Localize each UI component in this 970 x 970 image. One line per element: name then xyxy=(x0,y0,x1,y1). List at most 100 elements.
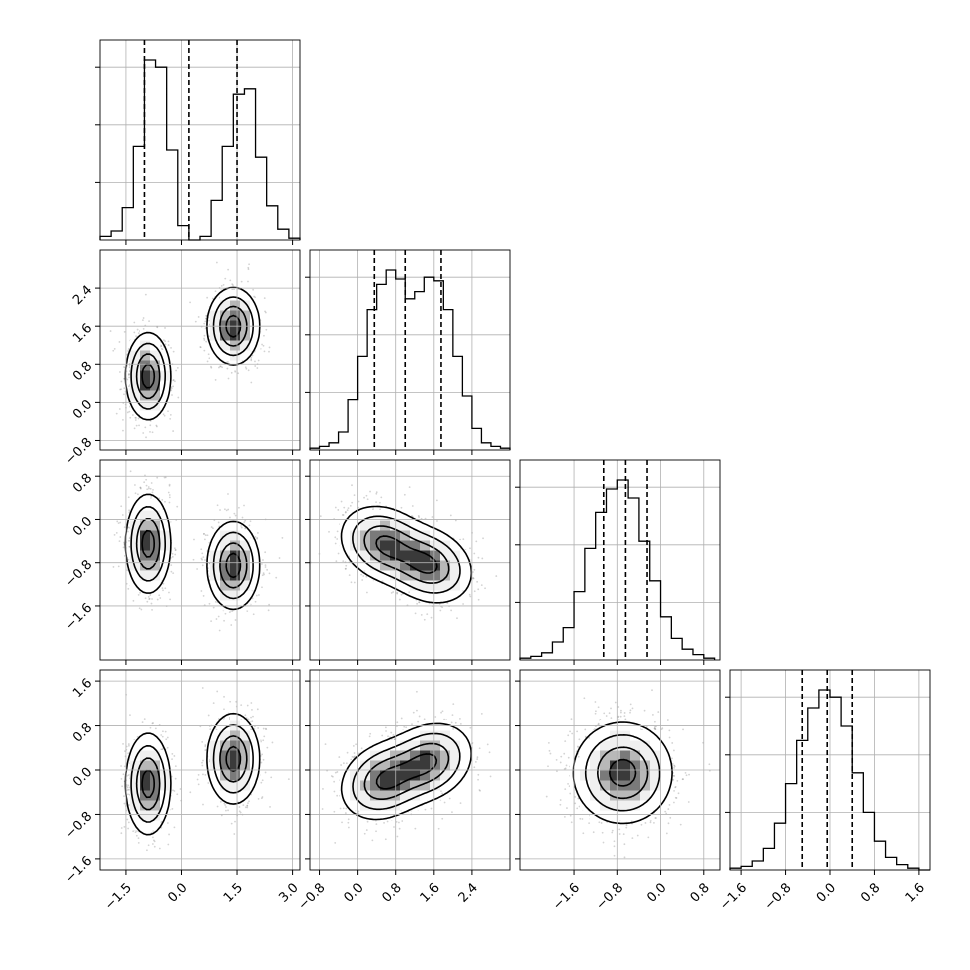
scatter-point xyxy=(215,618,218,620)
scatter-point xyxy=(220,284,223,287)
scatter-point xyxy=(256,367,259,369)
scatter-point xyxy=(215,261,218,264)
scatter-point xyxy=(251,597,254,600)
density-cell xyxy=(220,540,231,551)
scatter-point xyxy=(334,536,337,539)
density-cell xyxy=(150,540,161,551)
density-cell xyxy=(450,590,461,601)
density-cell xyxy=(370,550,381,561)
scatter-point xyxy=(115,412,118,415)
density-cell xyxy=(230,570,241,581)
scatter-point xyxy=(446,602,449,605)
scatter-point xyxy=(196,568,199,570)
scatter-point xyxy=(221,366,224,369)
scatter-point xyxy=(435,499,438,502)
scatter-point xyxy=(262,559,264,561)
scatter-point xyxy=(201,564,204,567)
scatter-point xyxy=(247,266,250,269)
density-cell xyxy=(150,360,161,371)
density-cell xyxy=(400,560,411,571)
scatter-point xyxy=(224,612,227,615)
scatter-point xyxy=(365,494,368,497)
scatter-point xyxy=(222,283,225,286)
density-cell xyxy=(430,540,441,551)
scatter-point xyxy=(150,495,153,498)
scatter-point xyxy=(361,579,364,581)
scatter-point xyxy=(147,486,150,488)
scatter-point xyxy=(396,591,398,594)
scatter-point xyxy=(203,337,205,340)
scatter-point xyxy=(247,268,250,271)
density-cell xyxy=(390,570,401,581)
scatter-point xyxy=(144,293,147,296)
contour-line xyxy=(141,314,242,389)
scatter-point xyxy=(342,514,345,516)
scatter-point xyxy=(168,483,171,486)
scatter-point xyxy=(204,534,207,537)
density-cell xyxy=(420,540,431,551)
scatter-point xyxy=(248,524,251,527)
density-cell xyxy=(130,500,141,511)
density-cell xyxy=(150,500,161,511)
scatter-point xyxy=(113,347,116,350)
panel-content xyxy=(100,250,300,450)
density-cell xyxy=(150,510,161,521)
scatter-point xyxy=(439,609,442,612)
scatter-point xyxy=(243,521,246,524)
density-cell xyxy=(140,410,151,421)
scatter-point xyxy=(174,549,177,551)
scatter-point xyxy=(228,611,231,614)
scatter-point xyxy=(151,431,154,434)
scatter-point xyxy=(357,500,360,503)
density-cell xyxy=(440,530,451,541)
panel-frame xyxy=(309,459,511,661)
scatter-point xyxy=(177,396,180,399)
scatter-point xyxy=(206,360,209,363)
density-cell xyxy=(360,510,371,521)
scatter-point xyxy=(149,487,152,490)
scatter-point xyxy=(261,779,264,782)
scatter-point xyxy=(139,591,141,594)
scatter-point xyxy=(264,564,267,566)
scatter-point xyxy=(172,572,175,575)
scatter-point xyxy=(200,590,203,592)
panel-content xyxy=(310,460,510,660)
density-cell xyxy=(380,540,391,551)
scatter-point xyxy=(126,530,129,533)
scatter-point xyxy=(123,555,126,557)
density-cell xyxy=(460,560,471,571)
scatter-point xyxy=(149,430,151,433)
panel-frame xyxy=(99,39,301,241)
scatter-point xyxy=(214,600,217,603)
density-cell xyxy=(410,530,421,541)
density-cell xyxy=(140,520,151,531)
density-cell xyxy=(210,580,221,591)
scatter-point xyxy=(145,478,148,481)
density-cell xyxy=(240,540,251,551)
scatter-point xyxy=(366,591,368,594)
scatter-point xyxy=(250,356,253,359)
scatter-point xyxy=(482,537,484,540)
scatter-point xyxy=(347,507,350,510)
scatter-point xyxy=(167,340,170,343)
scatter-point xyxy=(462,538,465,541)
density-cell xyxy=(230,330,241,341)
scatter-point xyxy=(450,609,453,612)
scatter-point xyxy=(155,424,158,427)
scatter-point xyxy=(167,344,170,346)
density-cell xyxy=(220,520,231,531)
scatter-point xyxy=(128,373,130,376)
hist-panel-2 xyxy=(515,459,721,665)
density-cell xyxy=(400,580,411,591)
density-cell xyxy=(370,530,381,541)
density-cell xyxy=(380,520,391,531)
scatter-point xyxy=(219,365,221,368)
scatter-point xyxy=(480,584,483,587)
scatter-point xyxy=(411,505,414,507)
scatter-point xyxy=(197,316,200,318)
density-cell xyxy=(460,580,471,591)
scatter-point xyxy=(271,741,274,744)
scatter-point xyxy=(150,482,153,484)
scatter-point xyxy=(142,317,145,319)
scatter-point xyxy=(162,589,164,592)
